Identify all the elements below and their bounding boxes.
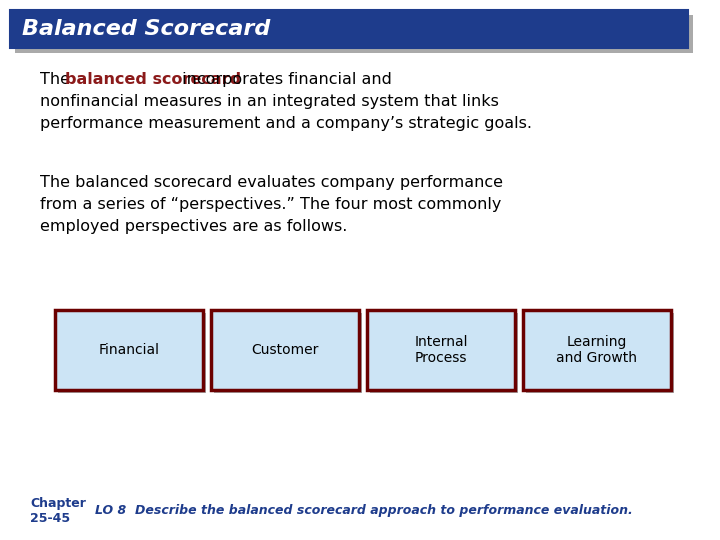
- FancyBboxPatch shape: [10, 10, 688, 48]
- FancyBboxPatch shape: [526, 313, 674, 393]
- FancyBboxPatch shape: [523, 310, 671, 390]
- Text: balanced scorecard: balanced scorecard: [65, 72, 241, 87]
- FancyBboxPatch shape: [367, 310, 515, 390]
- FancyBboxPatch shape: [370, 313, 518, 393]
- FancyBboxPatch shape: [55, 310, 203, 390]
- FancyBboxPatch shape: [58, 313, 206, 393]
- FancyBboxPatch shape: [15, 15, 693, 53]
- Text: Customer: Customer: [251, 343, 319, 357]
- Text: Balanced Scorecard: Balanced Scorecard: [22, 19, 270, 39]
- Text: employed perspectives are as follows.: employed perspectives are as follows.: [40, 219, 347, 234]
- FancyBboxPatch shape: [214, 313, 362, 393]
- Text: The: The: [40, 72, 75, 87]
- FancyBboxPatch shape: [211, 310, 359, 390]
- Text: nonfinancial measures in an integrated system that links: nonfinancial measures in an integrated s…: [40, 94, 499, 109]
- Text: performance measurement and a company’s strategic goals.: performance measurement and a company’s …: [40, 116, 532, 131]
- Text: The balanced scorecard evaluates company performance: The balanced scorecard evaluates company…: [40, 175, 503, 190]
- Text: incorporates financial and: incorporates financial and: [177, 72, 392, 87]
- Text: Learning
and Growth: Learning and Growth: [557, 335, 637, 365]
- Text: Financial: Financial: [99, 343, 160, 357]
- Text: Chapter
25-45: Chapter 25-45: [30, 497, 86, 525]
- Text: from a series of “perspectives.” The four most commonly: from a series of “perspectives.” The fou…: [40, 197, 501, 212]
- Text: LO 8  Describe the balanced scorecard approach to performance evaluation.: LO 8 Describe the balanced scorecard app…: [95, 504, 633, 517]
- Text: Internal
Process: Internal Process: [414, 335, 468, 365]
